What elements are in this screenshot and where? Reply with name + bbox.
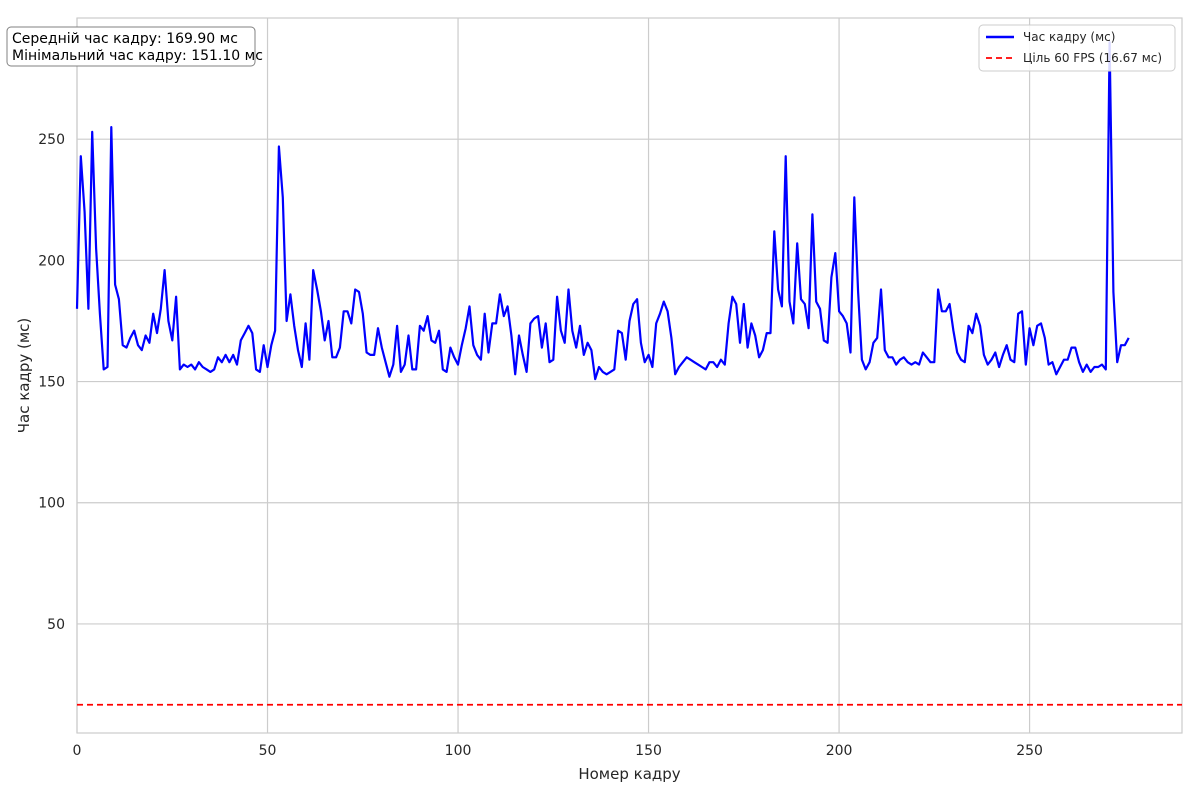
y-tick-label: 100 <box>38 496 65 512</box>
y-tick-labels: 50 100 150 200 250 <box>38 132 65 633</box>
x-tick-label: 250 <box>1016 743 1043 759</box>
plot-frame <box>76 17 1183 734</box>
x-tick-label: 50 <box>259 743 277 759</box>
x-tick-label: 150 <box>635 743 662 759</box>
series-layer <box>75 41 1182 706</box>
y-axis-label: Час кадру (мс) <box>15 318 33 434</box>
y-tick-label: 200 <box>38 253 65 269</box>
frame-time-line <box>75 41 1130 381</box>
legend-label-target-fps: Ціль 60 FPS (16.67 мс) <box>1023 51 1162 65</box>
y-tick-label: 150 <box>38 375 65 391</box>
stats-average: Середній час кадру: 169.90 мс <box>12 31 238 47</box>
legend: Час кадру (мс) Ціль 60 FPS (16.67 мс) <box>978 24 1176 72</box>
x-tick-labels: 0 50 100 150 200 250 <box>73 743 1043 759</box>
x-tick-label: 100 <box>445 743 472 759</box>
legend-label-frame-time: Час кадру (мс) <box>1023 30 1115 44</box>
x-axis-label: Номер кадру <box>578 765 680 783</box>
grid <box>76 18 1182 733</box>
x-tick-label: 200 <box>826 743 853 759</box>
x-tick-label: 0 <box>73 743 82 759</box>
legend-frame <box>978 24 1176 72</box>
y-tick-label: 250 <box>38 132 65 148</box>
y-tick-label: 50 <box>47 617 65 633</box>
stats-minimum: Мінімальний час кадру: 151.10 мс <box>12 48 263 64</box>
stats-box: Середній час кадру: 169.90 мс Мінімальни… <box>6 26 263 67</box>
stats-box-frame <box>6 26 256 67</box>
